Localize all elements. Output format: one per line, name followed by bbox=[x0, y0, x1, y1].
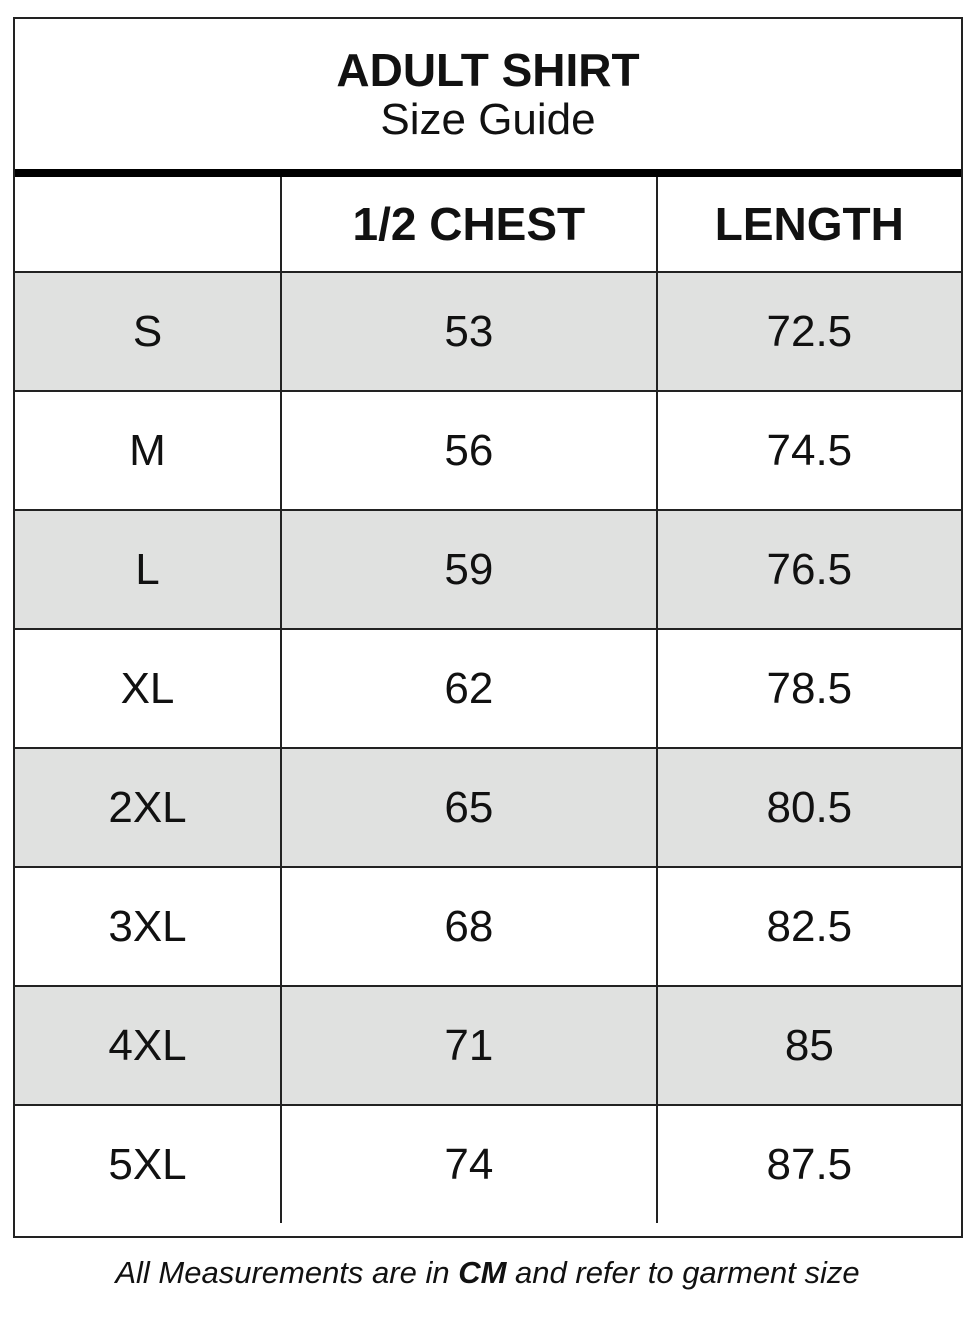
footer-post: and refer to garment size bbox=[506, 1255, 860, 1290]
table-cell: 53 bbox=[280, 271, 658, 392]
table-cell: 2XL bbox=[15, 747, 282, 868]
title-block: ADULT SHIRT Size Guide bbox=[15, 19, 961, 177]
table-cell: 74 bbox=[280, 1104, 658, 1223]
table-cell: 87.5 bbox=[655, 1104, 961, 1223]
title: ADULT SHIRT bbox=[336, 44, 640, 96]
table-cell: L bbox=[15, 509, 282, 630]
header-row: 1/2 CHEST LENGTH bbox=[15, 177, 961, 273]
table-cell: 82.5 bbox=[655, 866, 961, 987]
column-header bbox=[15, 177, 282, 273]
table-cell: 68 bbox=[280, 866, 658, 987]
size-table: 1/2 CHEST LENGTH S 53 72.5 M 56 74.5 L 59 76.5 XL 62… bbox=[15, 177, 961, 1223]
table-row: S 53 72.5 bbox=[15, 271, 961, 392]
table-row: 4XL 71 85 bbox=[15, 985, 961, 1106]
column-header: 1/2 CHEST bbox=[280, 177, 658, 273]
table-row: 2XL 65 80.5 bbox=[15, 747, 961, 868]
table-cell: 56 bbox=[280, 390, 658, 511]
column-header: LENGTH bbox=[655, 177, 961, 273]
table-cell: 74.5 bbox=[655, 390, 961, 511]
table-cell: 4XL bbox=[15, 985, 282, 1106]
table-row: 5XL 74 87.5 bbox=[15, 1104, 961, 1223]
table-row: L 59 76.5 bbox=[15, 509, 961, 630]
table-cell: 72.5 bbox=[655, 271, 961, 392]
table-cell: 59 bbox=[280, 509, 658, 630]
table-cell: 76.5 bbox=[655, 509, 961, 630]
table-cell: 3XL bbox=[15, 866, 282, 987]
subtitle: Size Guide bbox=[380, 95, 596, 144]
table-row: 3XL 68 82.5 bbox=[15, 866, 961, 987]
table-cell: S bbox=[15, 271, 282, 392]
table-row: M 56 74.5 bbox=[15, 390, 961, 511]
footer-unit: CM bbox=[458, 1255, 507, 1290]
table-cell: 85 bbox=[655, 985, 961, 1106]
table-cell: 80.5 bbox=[655, 747, 961, 868]
table-cell: 78.5 bbox=[655, 628, 961, 749]
footer-pre: All Measurements are in bbox=[115, 1255, 459, 1290]
table-cell: 65 bbox=[280, 747, 658, 868]
size-guide: ADULT SHIRT Size Guide 1/2 CHEST LENGTH S 5… bbox=[13, 17, 963, 1238]
table-cell: M bbox=[15, 390, 282, 511]
table-cell: XL bbox=[15, 628, 282, 749]
footer-note: All Measurements are in CM and refer to … bbox=[0, 1255, 975, 1291]
table-cell: 71 bbox=[280, 985, 658, 1106]
table-row: XL 62 78.5 bbox=[15, 628, 961, 749]
table-cell: 62 bbox=[280, 628, 658, 749]
table-cell: 5XL bbox=[15, 1104, 282, 1223]
